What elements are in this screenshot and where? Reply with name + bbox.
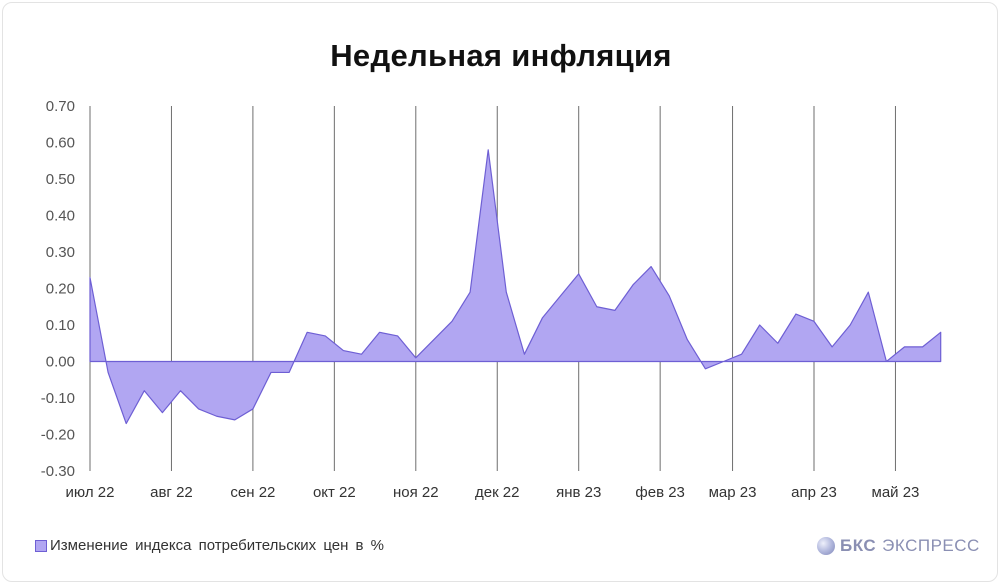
data-point-28 [596,306,598,308]
data-point-38 [777,342,779,344]
data-point-29 [614,309,616,311]
data-point-2 [125,422,127,424]
brand-name: ЭКСПРЕСС [882,536,980,555]
data-point-47 [940,331,942,333]
x-tick-label-7: фев 23 [635,484,685,501]
data-point-4 [161,411,163,413]
y-tick-label-4: 0.30 [46,244,75,261]
data-point-23 [505,291,507,293]
x-tick-label-9: апр 23 [791,484,837,501]
data-point-24 [523,353,525,355]
brand-logo: БКС ЭКСПРЕСС [817,536,980,556]
data-point-36 [740,353,742,355]
data-point-32 [668,295,670,297]
data-point-21 [469,291,471,293]
y-tick-label-3: 0.40 [46,208,75,225]
y-tick-label-1: 0.60 [46,135,75,152]
data-point-42 [849,324,851,326]
legend-swatch [35,539,47,552]
data-point-14 [342,349,344,351]
data-point-27 [578,273,580,275]
y-tick-label-7: 0.00 [46,354,75,371]
x-tick-label-8: мар 23 [709,484,757,501]
data-point-9 [252,408,254,410]
legend-label: Изменение индекса потребительских цен в … [50,537,385,554]
y-tick-label-0: 0.70 [46,98,75,115]
x-tick-label-6: янв 23 [556,484,601,501]
data-point-45 [903,346,905,348]
data-point-37 [759,324,761,326]
data-point-33 [686,338,688,340]
data-point-22 [487,149,489,151]
data-point-35 [722,360,724,362]
x-tick-label-2: сен 22 [230,484,275,501]
y-tick-label-8: -0.10 [41,390,75,407]
area-series [89,149,942,425]
brand-bold: БКС [840,536,877,555]
data-point-15 [360,353,362,355]
data-point-40 [813,320,815,322]
y-tick-label-10: -0.30 [41,463,75,480]
legend: Изменение индекса потребительских цен в … [35,537,384,554]
data-point-26 [559,295,561,297]
data-point-44 [885,360,887,362]
data-point-12 [306,331,308,333]
data-point-16 [378,331,380,333]
data-point-11 [288,371,290,373]
data-point-31 [650,265,652,267]
data-point-20 [451,320,453,322]
data-point-39 [795,313,797,315]
data-point-17 [397,335,399,337]
data-point-25 [541,317,543,319]
data-point-19 [433,338,435,340]
chart-title: Недельная инфляция [330,38,672,73]
data-point-5 [179,390,181,392]
y-tick-label-6: 0.10 [46,317,75,334]
data-point-3 [143,390,145,392]
brand-sphere-icon [817,537,835,555]
data-point-8 [234,419,236,421]
x-tick-label-10: май 23 [872,484,920,501]
data-point-10 [270,371,272,373]
data-point-18 [415,357,417,359]
data-point-34 [704,368,706,370]
data-point-46 [921,346,923,348]
data-point-13 [324,335,326,337]
y-tick-label-9: -0.20 [41,427,75,444]
y-tick-label-2: 0.50 [46,171,75,188]
x-tick-label-3: окт 22 [313,484,356,501]
data-point-30 [632,284,634,286]
data-point-43 [867,291,869,293]
data-point-6 [197,408,199,410]
data-point-0 [89,276,91,278]
y-tick-label-5: 0.20 [46,281,75,298]
data-point-1 [107,371,109,373]
x-tick-label-0: июл 22 [66,484,115,501]
x-tick-label-5: дек 22 [475,484,520,501]
data-point-7 [216,415,218,417]
x-tick-label-1: авг 22 [150,484,193,501]
x-tick-label-4: ноя 22 [393,484,439,501]
data-point-41 [831,346,833,348]
